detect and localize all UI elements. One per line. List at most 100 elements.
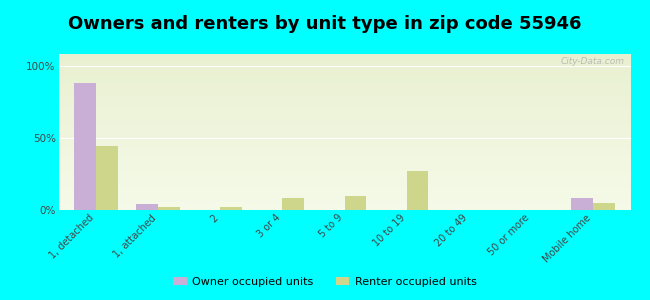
Bar — [58, 197, 630, 199]
Text: Owners and renters by unit type in zip code 55946: Owners and renters by unit type in zip c… — [68, 15, 582, 33]
Bar — [58, 158, 630, 160]
Bar — [58, 84, 630, 85]
Bar — [58, 87, 630, 88]
Bar — [344, 196, 366, 210]
Bar — [58, 62, 630, 63]
Bar — [58, 71, 630, 73]
Bar — [58, 165, 630, 166]
Bar — [58, 124, 630, 126]
Bar — [58, 157, 630, 158]
Bar — [58, 132, 630, 134]
Bar — [58, 179, 630, 180]
Bar — [220, 207, 242, 210]
Bar — [58, 207, 630, 208]
Bar — [58, 129, 630, 130]
Bar — [58, 143, 630, 145]
Bar — [74, 83, 96, 210]
Bar — [58, 107, 630, 109]
Bar — [58, 59, 630, 60]
Bar — [407, 171, 428, 210]
Bar — [58, 201, 630, 202]
Bar — [58, 116, 630, 118]
Bar — [58, 106, 630, 107]
Bar — [58, 169, 630, 171]
Bar — [58, 63, 630, 65]
Bar — [58, 184, 630, 185]
Bar — [58, 76, 630, 77]
Bar — [58, 160, 630, 162]
Bar — [58, 60, 630, 62]
Bar — [58, 155, 630, 157]
Bar — [58, 77, 630, 79]
Bar — [58, 126, 630, 127]
Bar — [58, 171, 630, 172]
Bar — [58, 185, 630, 187]
Bar — [58, 202, 630, 204]
Bar — [58, 168, 630, 170]
Bar — [58, 199, 630, 201]
Bar — [58, 177, 630, 179]
Bar — [58, 152, 630, 154]
Bar — [58, 104, 630, 106]
Bar — [58, 182, 630, 184]
Bar — [58, 193, 630, 194]
Bar — [58, 99, 630, 101]
Bar — [58, 166, 630, 168]
Bar — [58, 148, 630, 149]
Text: City-Data.com: City-Data.com — [561, 57, 625, 66]
Legend: Owner occupied units, Renter occupied units: Owner occupied units, Renter occupied un… — [169, 273, 481, 291]
Bar — [58, 88, 630, 90]
Bar — [58, 154, 630, 155]
Bar — [58, 118, 630, 119]
Bar — [58, 138, 630, 140]
Bar — [58, 112, 630, 113]
Bar — [58, 174, 630, 176]
Bar — [58, 113, 630, 115]
Bar — [58, 130, 630, 132]
Bar — [58, 90, 630, 92]
Bar — [58, 92, 630, 93]
Bar — [58, 205, 630, 207]
Bar — [58, 67, 630, 68]
Bar — [593, 203, 615, 210]
Bar — [58, 121, 630, 123]
Bar — [58, 194, 630, 196]
Bar — [58, 96, 630, 98]
Bar — [58, 98, 630, 99]
Bar — [58, 162, 630, 163]
Bar — [58, 180, 630, 182]
Bar — [58, 119, 630, 121]
Bar — [58, 187, 630, 188]
Bar — [58, 204, 630, 205]
Bar — [58, 190, 630, 191]
Bar — [58, 57, 630, 59]
Bar — [58, 149, 630, 151]
Bar — [58, 110, 630, 112]
Bar — [136, 204, 158, 210]
Bar — [58, 172, 630, 174]
Bar — [58, 54, 630, 56]
Bar — [58, 56, 630, 57]
Bar — [158, 207, 180, 210]
Bar — [58, 93, 630, 94]
Bar — [58, 163, 630, 165]
Bar — [58, 140, 630, 141]
Bar — [571, 198, 593, 210]
Bar — [58, 127, 630, 129]
Bar — [58, 94, 630, 96]
Bar — [58, 68, 630, 70]
Bar — [58, 79, 630, 80]
Bar — [58, 74, 630, 76]
Bar — [58, 82, 630, 84]
Bar — [58, 191, 630, 193]
Bar — [58, 135, 630, 137]
Bar — [58, 85, 630, 87]
Bar — [58, 73, 630, 74]
Bar — [96, 146, 118, 210]
Bar — [58, 134, 630, 135]
Bar — [58, 145, 630, 146]
Bar — [58, 146, 630, 148]
Bar — [58, 70, 630, 71]
Bar — [282, 198, 304, 210]
Bar — [58, 123, 630, 124]
